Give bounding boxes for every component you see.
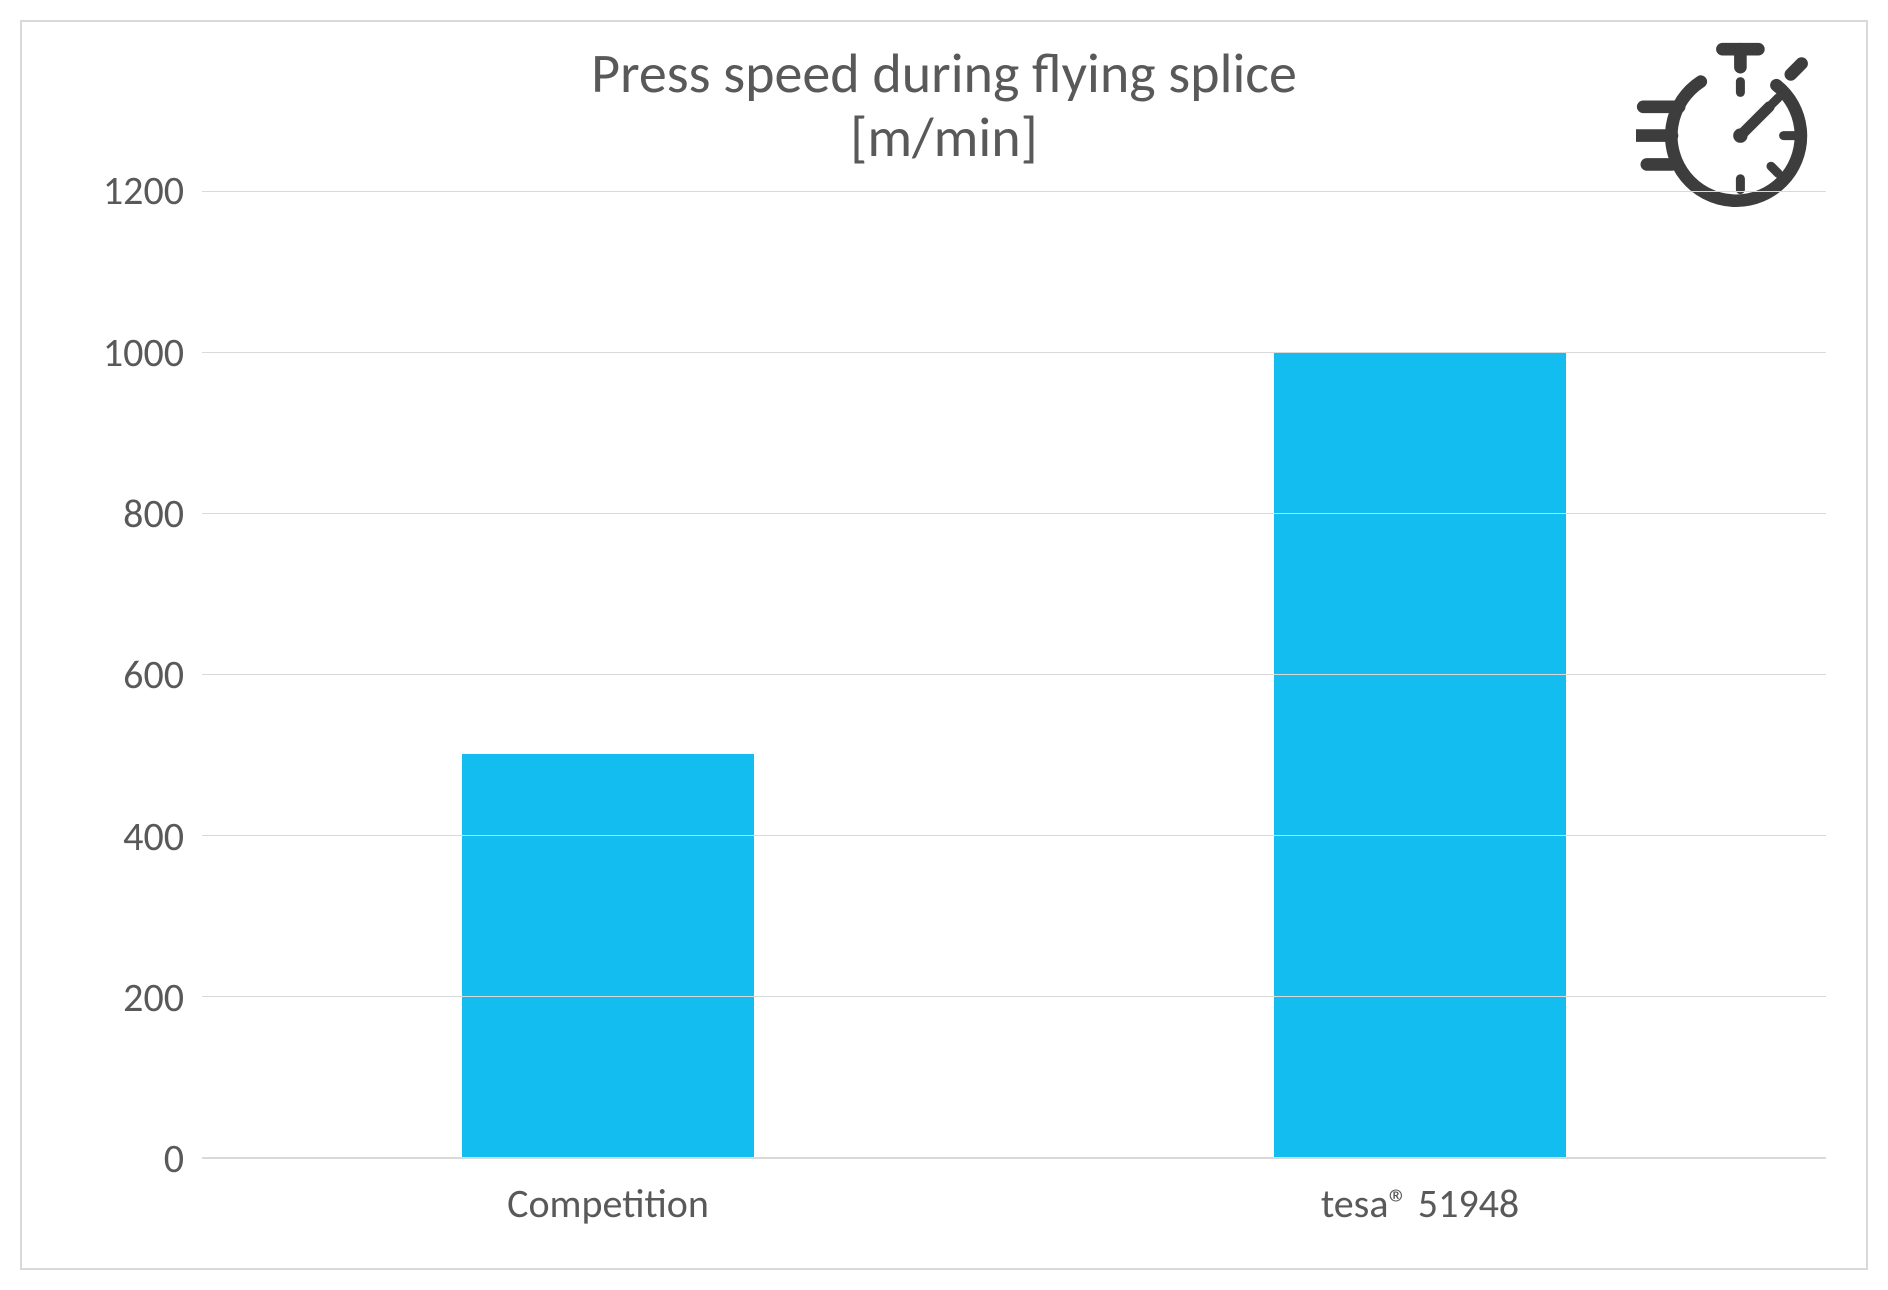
chart-title-line2: [m/min]	[850, 104, 1038, 172]
x-axis-label: tesa® 51948	[1014, 1179, 1826, 1228]
x-axis: Competitiontesa® 51948	[202, 1179, 1826, 1228]
gridline	[202, 674, 1826, 675]
gridline	[202, 996, 1826, 997]
x-axis-label: Competition	[202, 1179, 1014, 1228]
bar	[462, 754, 754, 1157]
chart-title: Press speed during flying splice [m/min]	[591, 42, 1297, 171]
bar	[1274, 352, 1566, 1157]
gridline	[202, 1157, 1826, 1158]
plot-wrap: 120010008006004002000	[62, 191, 1826, 1159]
title-row: Press speed during flying splice [m/min]	[62, 42, 1826, 171]
chart-frame: Press speed during flying splice [m/min]	[20, 20, 1868, 1270]
gridline	[202, 352, 1826, 353]
y-axis: 120010008006004002000	[62, 191, 202, 1159]
gridline	[202, 191, 1826, 192]
chart-container: Press speed during flying splice [m/min]	[0, 0, 1888, 1290]
gridline	[202, 513, 1826, 514]
gridline	[202, 835, 1826, 836]
plot-area	[202, 191, 1826, 1159]
chart-title-line1: Press speed during flying splice	[591, 40, 1297, 108]
